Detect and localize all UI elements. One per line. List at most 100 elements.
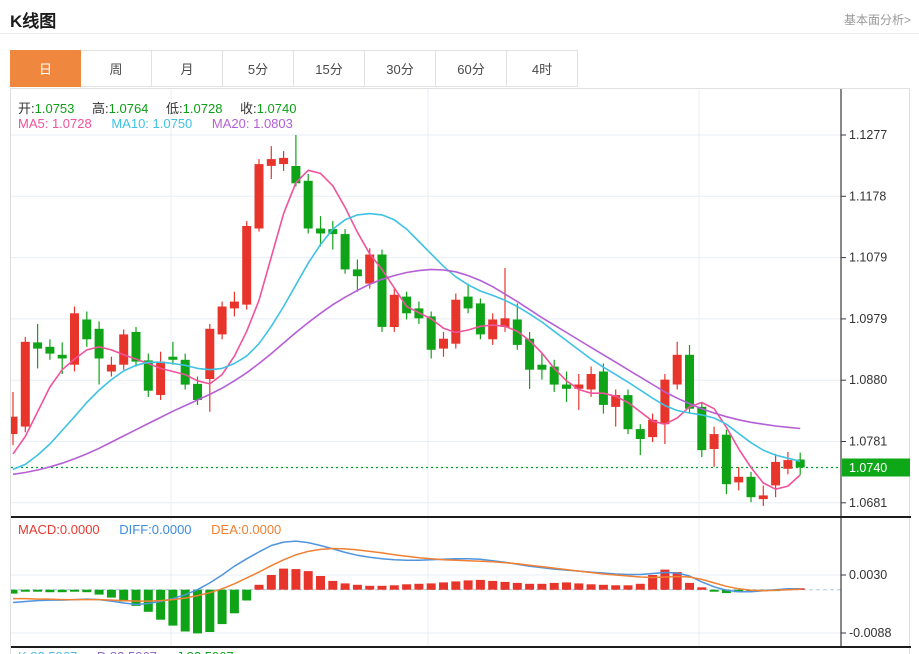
open-value: 1.0753 bbox=[34, 101, 75, 116]
candle-body bbox=[672, 354, 682, 385]
period-tab-4[interactable]: 15分 bbox=[294, 50, 365, 87]
period-tab-7[interactable]: 4时 bbox=[507, 50, 578, 87]
dea-line bbox=[13, 547, 801, 602]
period-tab-2[interactable]: 月 bbox=[152, 50, 223, 87]
period-tab-1[interactable]: 周 bbox=[81, 50, 152, 87]
macd-bar bbox=[488, 580, 498, 590]
macd-bar bbox=[463, 580, 473, 590]
macd-bar bbox=[512, 582, 522, 590]
macd-bar bbox=[648, 575, 658, 590]
candle-body bbox=[279, 157, 289, 165]
high-value: 1.0764 bbox=[108, 101, 149, 116]
candle-body bbox=[402, 296, 412, 314]
macd-bar bbox=[291, 569, 301, 590]
macd-bar bbox=[217, 589, 227, 625]
ma5-line bbox=[12, 169, 801, 491]
low-label: 低: bbox=[166, 101, 183, 116]
candle-body bbox=[795, 459, 805, 468]
macd-bar bbox=[426, 583, 436, 590]
ohlc-legend: 开:1.0753 高:1.0764 低:1.0728 收:1.0740 bbox=[18, 98, 296, 117]
candlestick-chart-canvas[interactable]: 1.1277 1.1178 1.1079 1.0979 1.0880 1.0781 1.06… bbox=[11, 89, 911, 516]
kdj-k-value: K:82.5967 bbox=[18, 649, 77, 654]
candle-body bbox=[463, 296, 473, 309]
macd-bar bbox=[500, 581, 510, 590]
candle-body bbox=[746, 476, 756, 498]
candle-body bbox=[365, 254, 375, 284]
candle-body bbox=[11, 416, 18, 434]
kdj-separator bbox=[11, 646, 911, 648]
candle-body bbox=[648, 419, 658, 438]
y-axis-tick-label: 1.1277 bbox=[849, 128, 887, 142]
kdj-d-value: D:82.5967 bbox=[97, 649, 157, 654]
macd-bar bbox=[279, 568, 289, 590]
macd-bar bbox=[242, 589, 252, 601]
period-tab-6[interactable]: 60分 bbox=[436, 50, 507, 87]
macd-bar bbox=[20, 589, 30, 592]
candle-body bbox=[623, 395, 633, 430]
candle-body bbox=[328, 229, 338, 235]
macd-bar bbox=[131, 589, 141, 606]
candle-body bbox=[143, 360, 153, 391]
macd-bar bbox=[586, 584, 596, 590]
macd-bar bbox=[635, 583, 645, 590]
period-tab-5[interactable]: 30分 bbox=[365, 50, 436, 87]
macd-bar bbox=[340, 583, 350, 590]
candle-body bbox=[377, 254, 387, 327]
fundamental-analysis-link[interactable]: 基本面分析> bbox=[843, 13, 911, 27]
candle-body bbox=[131, 331, 141, 362]
candle-body bbox=[340, 234, 350, 270]
macd-bar bbox=[45, 589, 55, 593]
macd-bar bbox=[180, 589, 190, 632]
macd-bar bbox=[119, 589, 129, 602]
macd-bar bbox=[11, 589, 18, 594]
candle-body bbox=[709, 434, 719, 449]
low-value: 1.0728 bbox=[182, 101, 223, 116]
macd-bar bbox=[709, 589, 719, 592]
candle-body bbox=[94, 328, 104, 359]
macd-bar bbox=[303, 571, 313, 590]
current-price-badge-text: 1.0740 bbox=[849, 461, 887, 475]
macd-bar bbox=[697, 587, 707, 590]
kline-chart-panel: 开:1.0753 高:1.0764 低:1.0728 收:1.0740 MA5:… bbox=[10, 88, 911, 654]
candle-body bbox=[574, 384, 584, 389]
macd-bar bbox=[377, 585, 387, 590]
macd-bar bbox=[328, 580, 338, 590]
candle-body bbox=[721, 434, 731, 485]
candle-body bbox=[229, 301, 239, 309]
candle-body bbox=[389, 294, 399, 327]
candle-body bbox=[611, 395, 621, 407]
kdj-legend: K:82.5967 D:82.5967 J:82.5967 bbox=[18, 649, 234, 654]
macd-bar bbox=[106, 589, 116, 598]
candle-body bbox=[598, 371, 608, 405]
dea-value: DEA:0.0000 bbox=[211, 522, 282, 537]
candle-body bbox=[266, 159, 276, 166]
macd-bar bbox=[562, 582, 571, 590]
candle-body bbox=[439, 338, 448, 349]
candle-body bbox=[316, 228, 325, 234]
candle-body bbox=[685, 354, 694, 409]
candle-body bbox=[475, 303, 485, 335]
period-tab-3[interactable]: 5分 bbox=[223, 50, 294, 87]
candle-body bbox=[254, 164, 264, 229]
candle-body bbox=[156, 361, 166, 395]
macd-bar bbox=[94, 589, 104, 595]
macd-bar bbox=[156, 589, 166, 620]
macd-bar bbox=[402, 584, 412, 590]
macd-bar bbox=[451, 581, 461, 590]
macd-bar bbox=[365, 585, 375, 590]
macd-bar bbox=[549, 582, 559, 590]
period-tab-0[interactable]: 日 bbox=[10, 50, 81, 87]
macd-bar bbox=[70, 589, 79, 592]
macd-bar bbox=[33, 589, 43, 592]
macd-chart-canvas[interactable]: 0.0030 -0.0088 bbox=[11, 516, 911, 646]
macd-bar bbox=[574, 583, 584, 590]
candle-body bbox=[168, 356, 178, 360]
current-price-badge bbox=[842, 458, 910, 477]
y-axis-tick-label: 1.0781 bbox=[849, 435, 887, 449]
candle-body bbox=[562, 384, 571, 389]
candle-body bbox=[734, 476, 744, 483]
candle-body bbox=[20, 341, 30, 427]
candle-body bbox=[697, 406, 707, 451]
y-axis-tick-label: 1.1079 bbox=[849, 251, 887, 265]
macd-bar bbox=[623, 585, 633, 590]
